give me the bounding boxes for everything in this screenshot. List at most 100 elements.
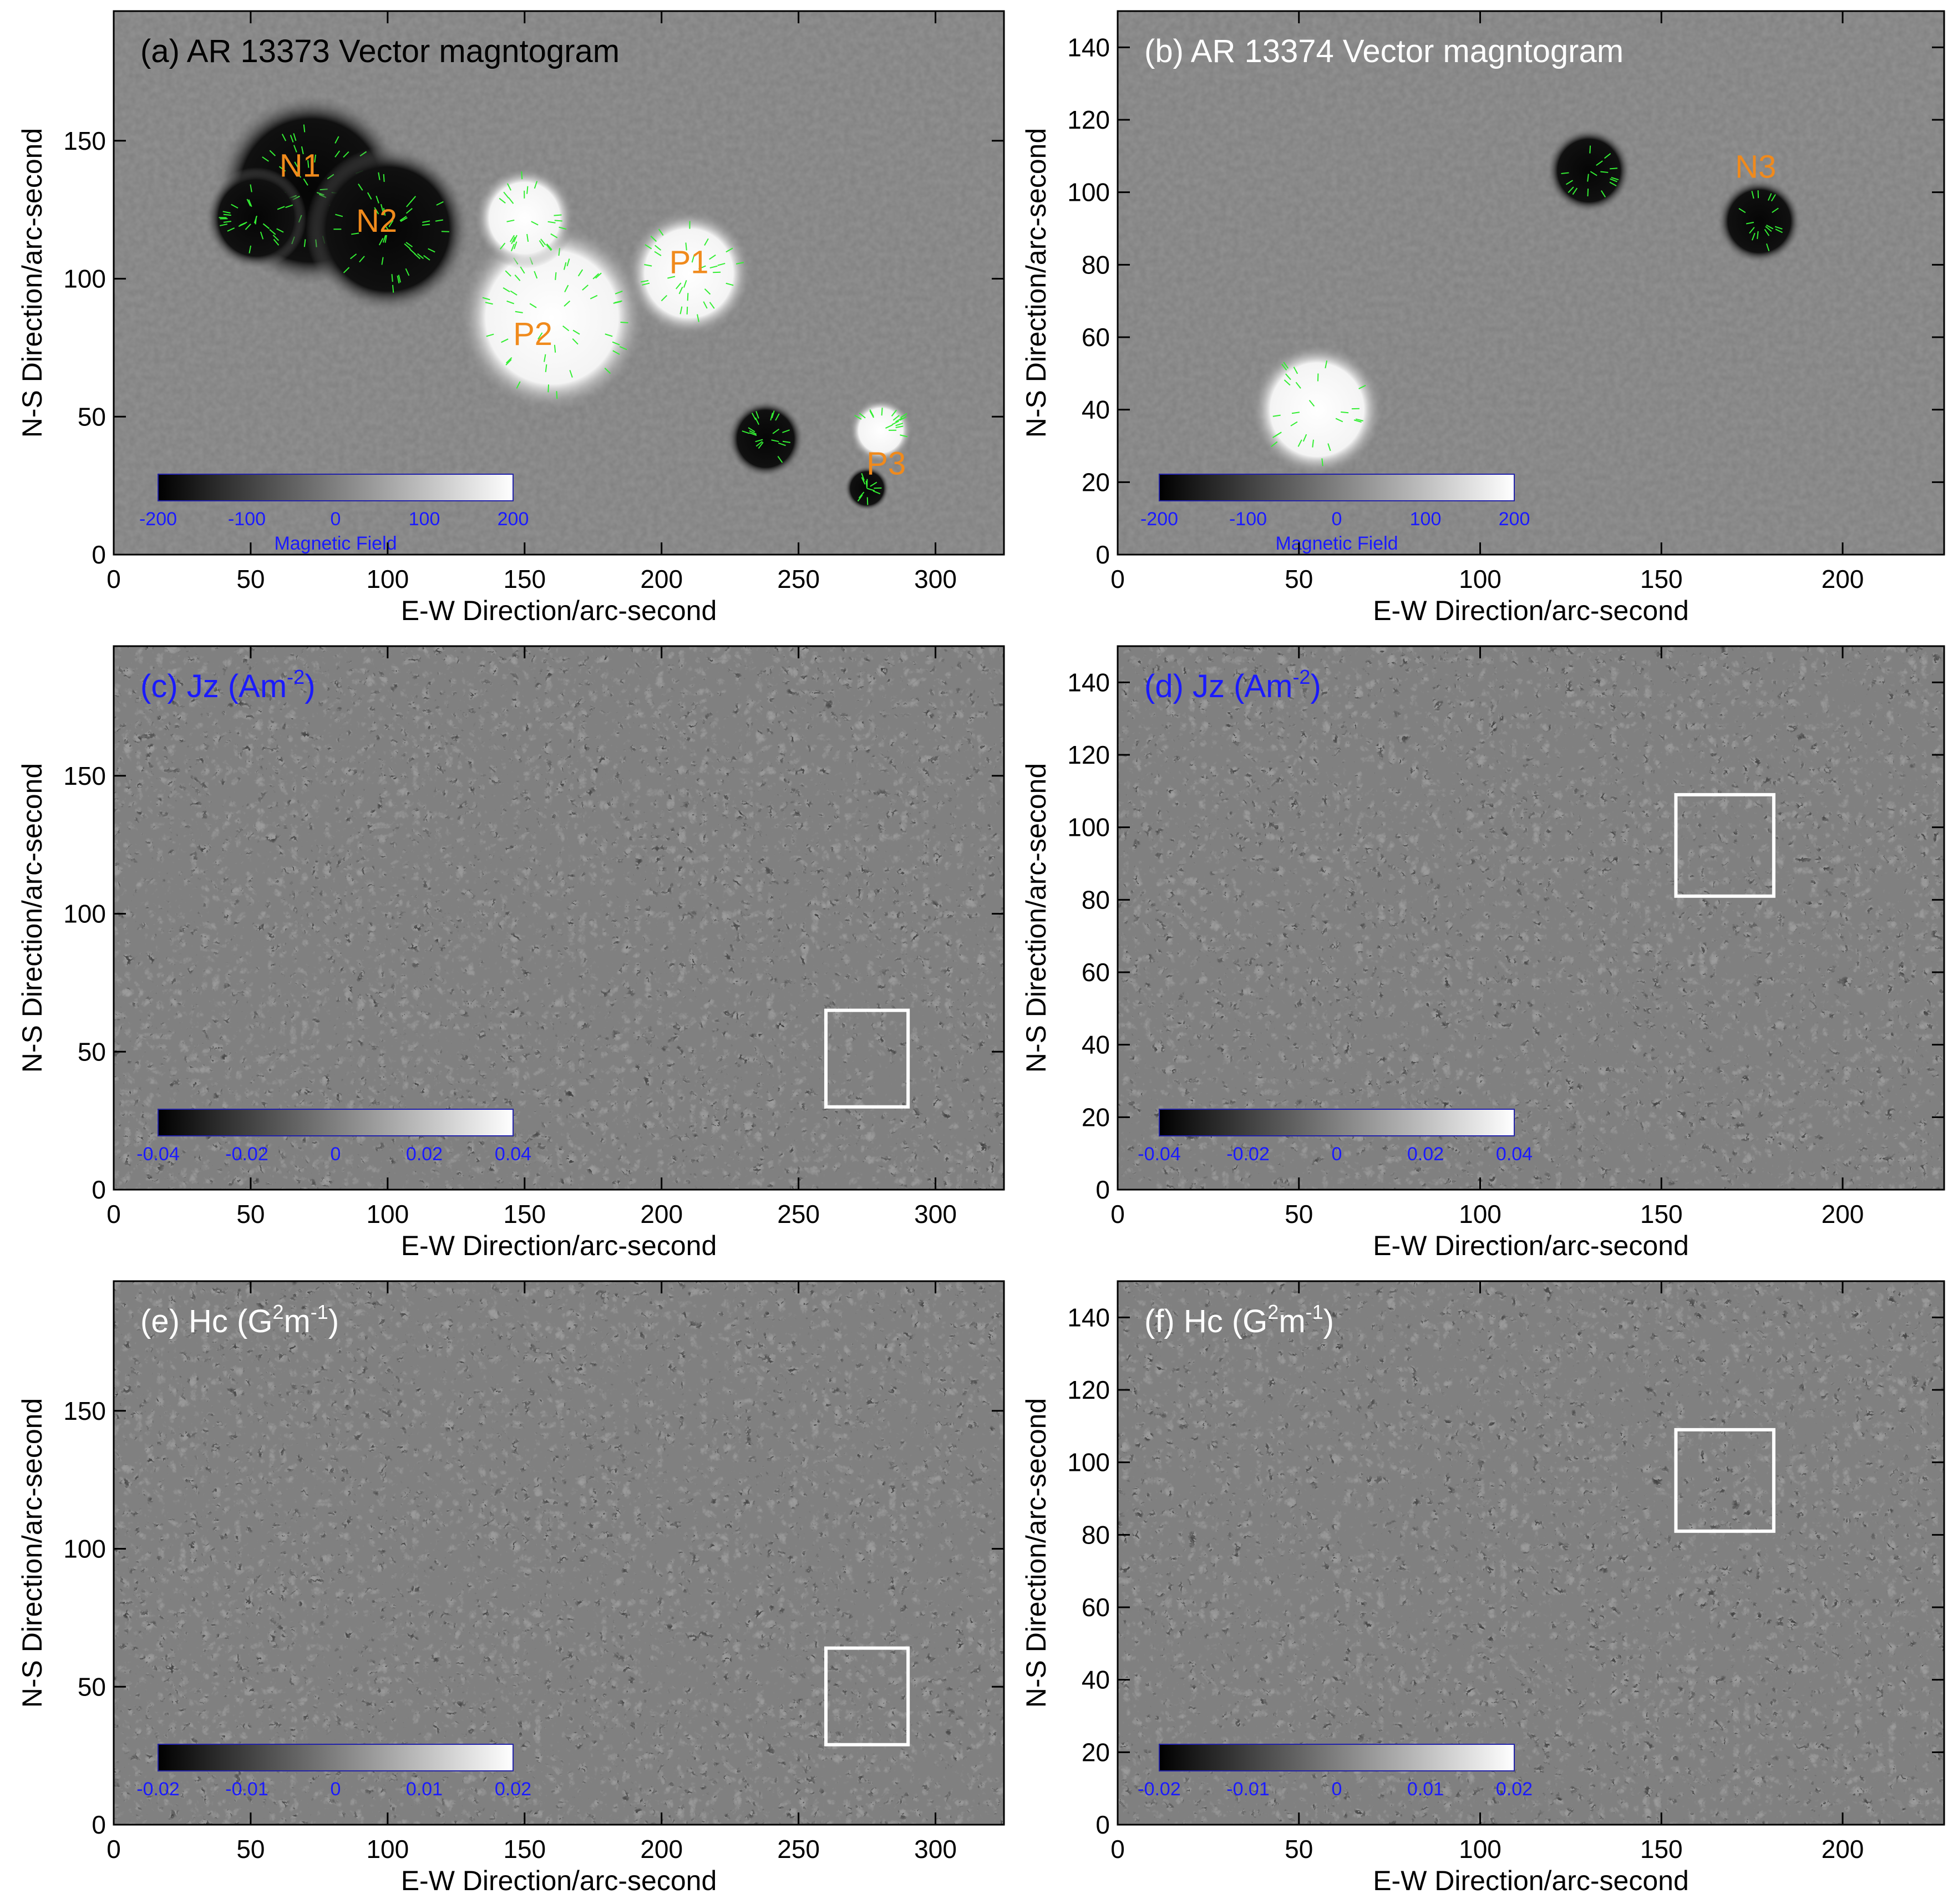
colorbar-tick-label: 0 [1332,1779,1342,1800]
field-vector [278,166,286,172]
region-label: P1 [669,245,709,281]
field-vector [1765,226,1772,232]
x-tick-label: 50 [236,1835,265,1864]
x-tick-label: 0 [106,1835,121,1864]
field-vector [343,267,350,273]
field-vector [505,359,512,365]
y-tick-label: 0 [1095,1810,1110,1839]
field-vector [590,295,598,299]
field-vector [1751,191,1754,199]
colorbar-label: Magnetic Field [1275,533,1398,554]
field-vector [1283,362,1289,369]
field-vector [367,192,372,200]
field-vector [1565,180,1573,185]
field-vector [534,181,538,189]
colorbar-tick-label: 0.02 [1407,1144,1444,1165]
x-axis-label: E-W Direction/arc-second [401,1230,717,1261]
x-tick-label: 50 [1285,1200,1313,1228]
field-vector [227,227,235,232]
panel-e: (e) Hc (G2m-1) -0.02 -0.01 0 0.01 0.02 0 50 100 1… [17,1280,1005,1896]
field-vector [428,248,435,253]
x-axis-label: E-W Direction/arc-second [1373,1230,1689,1261]
positive-polarity-region [457,222,647,413]
field-vector [521,171,523,180]
field-vector [857,494,863,502]
colorbar-tick-label: -0.02 [1226,1144,1270,1165]
field-vector [873,490,881,495]
field-vector [540,238,546,246]
field-vector [513,241,518,250]
colorbar-tick-label: 200 [498,509,529,530]
field-vector [645,244,652,250]
field-vector [269,150,276,156]
y-tick-label: 80 [1082,1520,1110,1549]
panel-f: (f) Hc (G2m-1) -0.02 -0.01 0 0.01 0.02 0 50 100 1… [1021,1280,1945,1896]
colorbar-tick-label: 0.02 [406,1144,443,1165]
field-vector [406,200,412,207]
field-vector [1604,153,1611,159]
y-tick-label: 100 [63,265,106,293]
field-vector [514,275,521,281]
field-vector [1757,190,1759,199]
field-vector [314,154,317,163]
field-vector [1774,226,1783,230]
y-tick-label: 120 [1067,740,1110,769]
field-vector [755,411,759,419]
field-vector [749,430,757,435]
colorbar-tick-label: 100 [409,509,440,530]
field-vector [231,204,239,209]
field-vector [892,415,900,421]
field-vector [219,224,228,226]
field-vector [1749,227,1755,234]
field-vector [335,214,343,217]
colorbar-tick-label: 0.01 [406,1779,443,1800]
field-vector [615,290,623,295]
field-vector [1767,193,1772,201]
x-tick-label: 150 [503,1835,546,1864]
x-tick-label: 300 [914,1835,957,1864]
field-vector [293,145,297,153]
y-tick-label: 100 [1067,813,1110,842]
image-area [114,1281,1004,1825]
field-vector [885,424,893,429]
field-vector [506,357,513,364]
field-vector [1610,178,1617,182]
field-vector [698,265,706,270]
y-tick-label: 0 [92,1175,106,1204]
field-vector [485,302,493,305]
field-vector [435,219,443,222]
field-vector [1327,443,1331,451]
colorbar-tick-label: -0.02 [1138,1779,1181,1800]
field-vector [678,286,683,295]
field-vector [294,161,300,169]
field-vector [246,199,251,206]
field-vector [778,442,786,446]
image-texture [1118,1281,1944,1825]
image-texture [114,1281,1004,1825]
field-vector [334,136,339,144]
field-vector [404,243,411,250]
field-vector [384,225,390,232]
highlight-box [1674,793,1776,898]
field-vector [1312,439,1314,448]
y-tick-label: 100 [63,900,106,928]
field-vector [564,285,569,293]
field-vector [380,204,384,212]
y-tick-label: 20 [1082,468,1110,496]
field-vector [1358,384,1366,389]
field-vector [726,282,734,286]
plot-frame [1117,1280,1945,1826]
field-vector [399,216,407,221]
field-vector [405,207,413,214]
panel-d: (d) Jz (Am-2) -0.04 -0.02 0 0.02 0.04 0 50 100 15… [1021,645,1945,1261]
y-axis-label: N-S Direction/arc-second [1021,1398,1052,1708]
field-vector [1302,434,1307,442]
field-vector [262,223,270,229]
field-vector [869,409,874,417]
field-vector [900,434,908,438]
field-vector [1355,418,1363,422]
colorbar-tick-label: 100 [1410,509,1442,530]
field-vector [506,300,515,304]
field-vector [605,333,613,337]
image-texture [114,646,1004,1190]
